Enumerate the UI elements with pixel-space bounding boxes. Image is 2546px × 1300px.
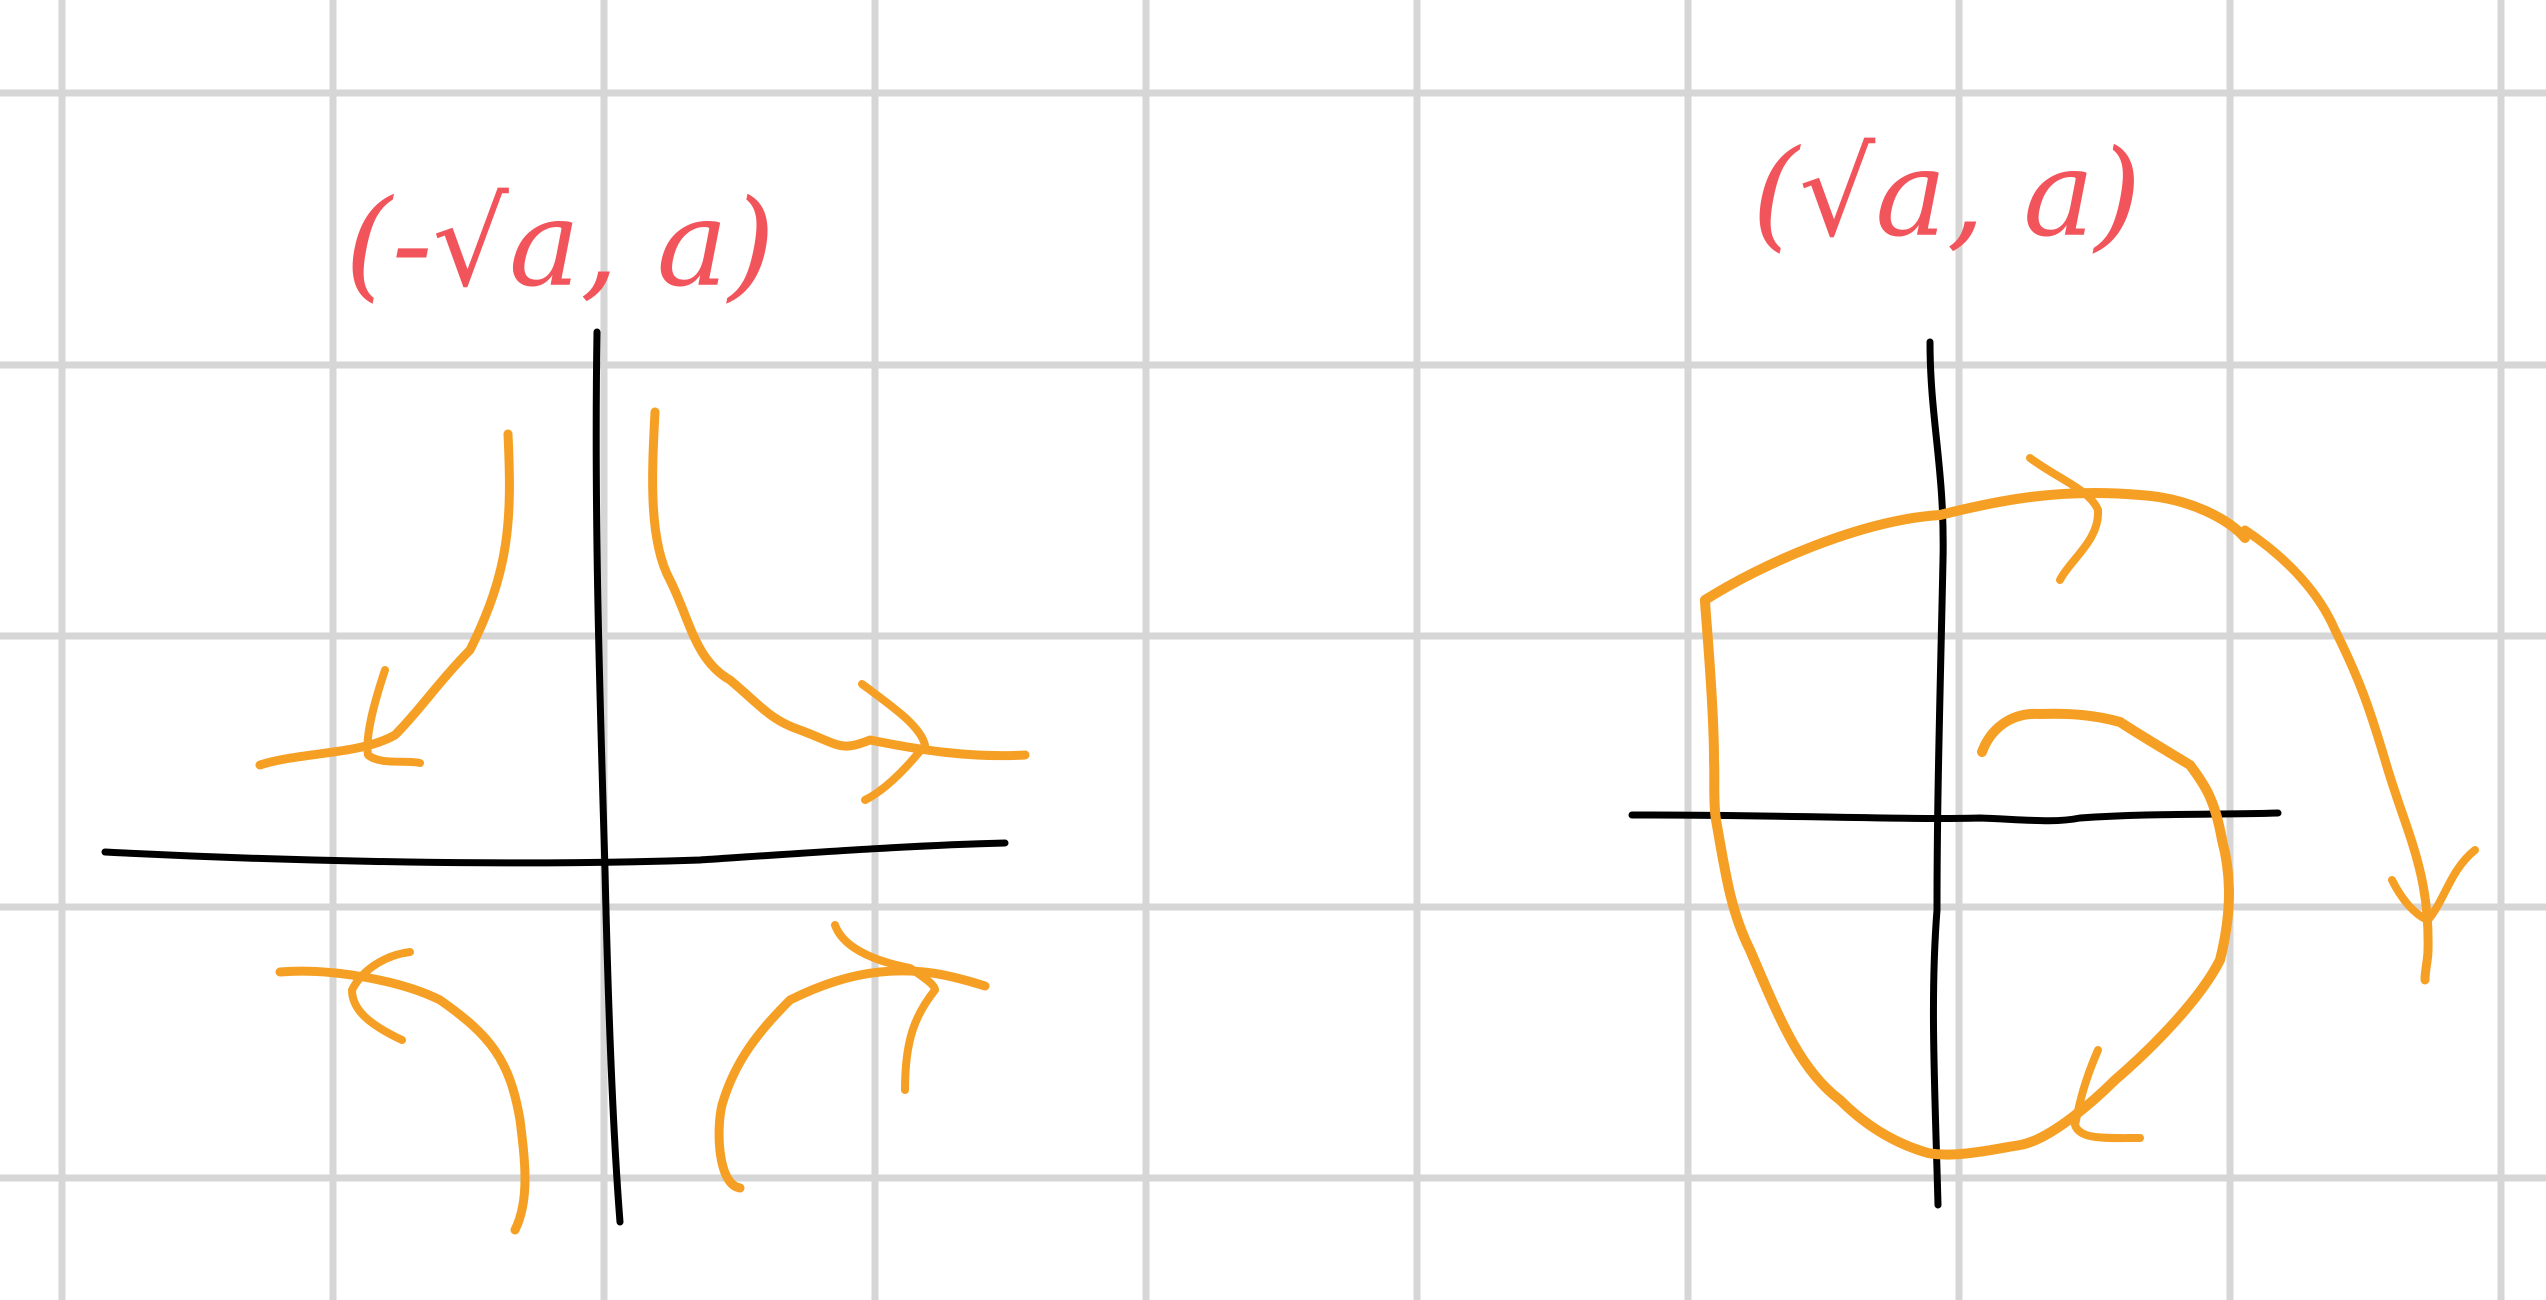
vertical-axis [1926,338,1947,1209]
trajectory-outer-orbit-right [2240,525,2433,985]
trajectory-closed-orbit [1700,595,2234,1160]
arrowhead-bottom-right [831,921,939,1094]
center-diagram: (√a, a) [1628,125,2479,1209]
arrowhead-top-right [858,680,929,804]
saddle-diagram: (-√a, a) [101,175,1030,1235]
arrowhead-bottom-left [348,948,414,1044]
horizontal-axis [1628,809,2282,825]
arrowhead-top-left [363,666,424,767]
trajectory-top-left [255,429,514,770]
saddle-point-label: (-√a, a) [345,175,775,314]
trajectory-outer-orbit [1700,487,2250,605]
arrowhead-outer-right [2388,846,2479,924]
arrowhead-closed-bottom [2071,1046,2144,1143]
arrowhead-outer-top [2026,454,2103,584]
horizontal-axis [101,839,1009,867]
trajectory-bottom-right [714,966,990,1193]
trajectory-bottom-left [275,966,530,1235]
vertical-axis [592,328,624,1226]
center-point-label: (√a, a) [1752,125,2141,264]
trajectory-top-right [648,407,1030,761]
